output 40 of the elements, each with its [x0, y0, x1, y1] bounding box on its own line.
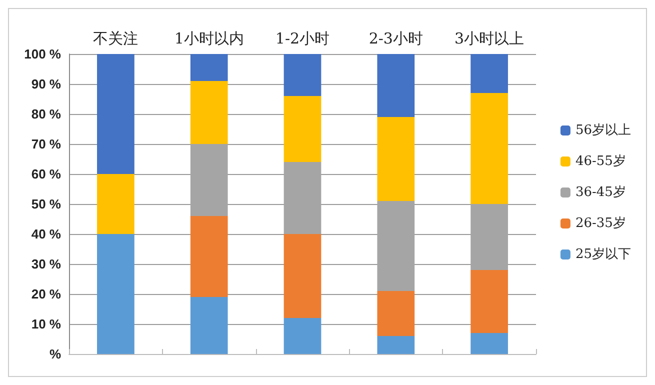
- bar: [190, 297, 228, 354]
- legend-label: 36-45岁: [575, 185, 626, 200]
- legend-label: 25岁以下: [575, 247, 632, 262]
- bar: [190, 54, 228, 81]
- y-tick-label: 90 %: [31, 76, 62, 92]
- x-tick-label: 1-2小时: [275, 30, 330, 48]
- y-tick-label: 50 %: [31, 196, 62, 212]
- bar: [284, 234, 322, 318]
- bar: [97, 54, 134, 174]
- bar: [97, 234, 134, 354]
- y-tick-label: 80 %: [31, 106, 62, 122]
- bar: [190, 81, 228, 144]
- legend-label: 56岁以上: [575, 123, 632, 138]
- x-tick-label: 3小时以上: [454, 30, 524, 48]
- legend-label: 26-35岁: [575, 216, 626, 231]
- y-tick-label: 10 %: [31, 316, 62, 332]
- bar: [190, 216, 228, 297]
- x-tick-label: 2-3小时: [368, 30, 423, 48]
- x-tick-label: 1小时以内: [174, 30, 244, 48]
- y-tick-label: 40 %: [31, 226, 62, 242]
- legend-label: 46-55岁: [575, 154, 626, 169]
- bar: [470, 333, 508, 354]
- y-tick-label: 60 %: [31, 166, 62, 182]
- bar: [377, 117, 415, 201]
- bar: [377, 54, 415, 117]
- bar: [470, 54, 508, 93]
- bar: [377, 336, 415, 354]
- x-tick-label: 不关注: [93, 30, 138, 48]
- y-tick-label: 20 %: [31, 286, 62, 302]
- bar: [284, 318, 322, 354]
- bar: [377, 291, 415, 336]
- bar: [284, 54, 322, 96]
- bar: [470, 93, 508, 204]
- y-tick-label: 30 %: [31, 256, 62, 272]
- y-tick-label: %: [49, 346, 62, 362]
- y-tick-label: 70 %: [31, 136, 62, 152]
- bar: [284, 96, 322, 162]
- bar: [97, 174, 134, 234]
- y-tick-label: 100 %: [24, 46, 62, 62]
- bar: [470, 270, 508, 333]
